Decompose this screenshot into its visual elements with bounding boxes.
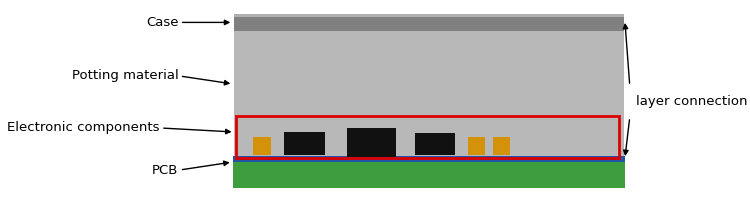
Bar [235, 14, 623, 31]
Text: layer connection: layer connection [636, 96, 748, 108]
Bar [235, 14, 623, 17]
Bar [232, 161, 626, 188]
Bar [253, 137, 271, 155]
Bar [235, 31, 623, 157]
Bar [493, 137, 510, 155]
Bar [236, 116, 620, 158]
Text: Potting material: Potting material [72, 70, 178, 82]
Text: Electronic components: Electronic components [8, 121, 160, 134]
Text: Case: Case [146, 16, 178, 29]
Bar [232, 156, 626, 162]
Bar [284, 132, 325, 155]
Text: PCB: PCB [152, 164, 178, 176]
Bar [415, 133, 455, 155]
Bar [468, 137, 485, 155]
Bar [346, 128, 396, 157]
